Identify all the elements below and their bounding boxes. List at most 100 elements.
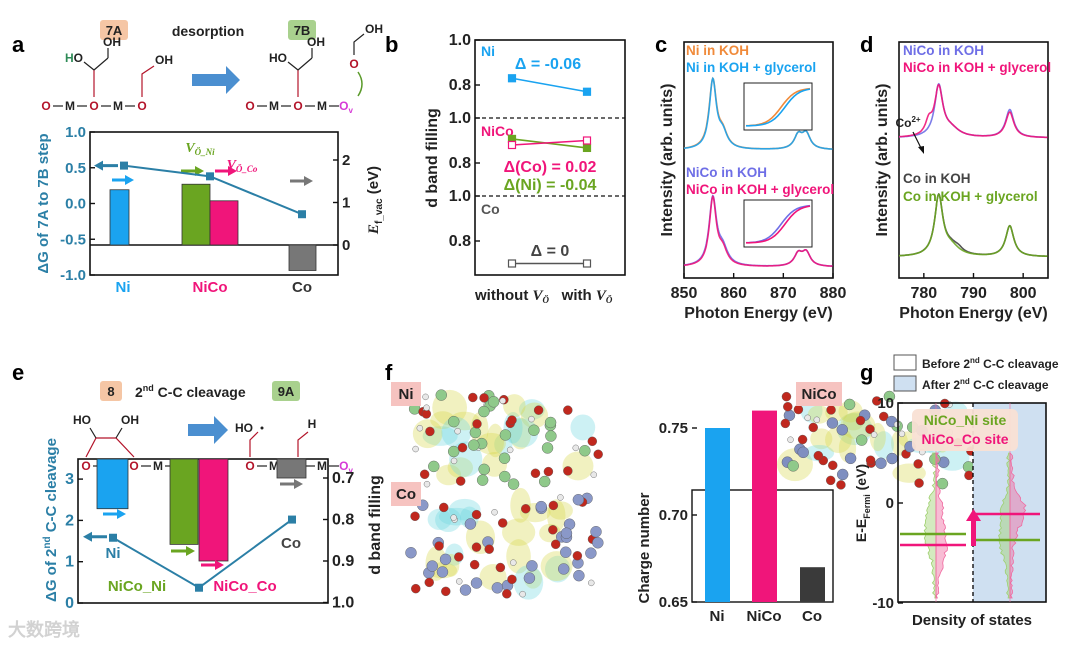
atom (484, 544, 494, 554)
atom-m: M (269, 459, 279, 473)
chart-c: 850 860 870 880 Photon Energy (eV) Intensity … (659, 41, 846, 322)
atom-m: M (65, 99, 75, 113)
y-tick-label: 3 (65, 471, 74, 488)
y-tick-label: 0.7 (332, 470, 354, 487)
atom (781, 391, 792, 402)
x-tick-label: with VÖ (561, 287, 613, 305)
bar-v-o-ni (181, 183, 211, 246)
state-badge-9a (272, 381, 300, 401)
atom (793, 404, 804, 415)
arrow-right-icon (112, 175, 134, 185)
atom (478, 463, 490, 476)
y-tick-label: 0.0 (65, 196, 86, 213)
atom (914, 478, 924, 488)
line-point (507, 259, 517, 268)
atom (872, 396, 882, 406)
bond (297, 431, 309, 457)
y-tick-label: 10 (877, 395, 894, 412)
atom (541, 442, 554, 454)
y-axis-label: d band filling (424, 108, 441, 208)
atom (590, 526, 602, 538)
y-tick-label: 2 (65, 512, 74, 529)
x-axis-label: Density of states (912, 612, 1032, 629)
line-series (511, 139, 588, 146)
panel-label-f: f (385, 360, 393, 385)
annotation-vo-co: VÖ_Co (227, 158, 258, 174)
arrow-right-icon (201, 560, 224, 570)
charge-density-isosurface (544, 555, 571, 583)
y-tick-label: 0.65 (659, 594, 688, 611)
y2-axis-label: d band filling (367, 475, 384, 575)
atom (479, 393, 489, 403)
chart-d: 780 790 800 Photon Energy (eV) Intensity (ar… (874, 41, 1051, 322)
line-point (582, 87, 592, 96)
y-tick-label: 0 (65, 595, 74, 612)
chart-e: 0 1 2 3 0.7 0.8 0.9 1.0 Ni NiCo_Ni NiCo_Co Co ΔG of … (42, 438, 384, 612)
atom (783, 401, 793, 412)
atom-m: M (113, 99, 123, 113)
bar-ni (96, 458, 129, 510)
atom (519, 590, 526, 598)
atom (491, 509, 498, 516)
y-axis-label: Intensity (arb. units) (874, 84, 891, 237)
y-axis-label: E-EFermi (eV) (853, 464, 872, 542)
atom (499, 397, 506, 404)
site-label-co: NiCo_Co site (921, 431, 1008, 447)
chart-b: 1.0 0.8 Ni 1.0 0.8 NiCo 1.0 0.8 Co Δ = -0.06 Δ(Co)… (424, 32, 626, 305)
atom (898, 430, 906, 438)
legend-entry: Ni in KOH (686, 43, 749, 58)
atom (585, 547, 597, 559)
y-tick-label: 1.0 (449, 110, 471, 127)
atom (468, 439, 480, 451)
atom-o: O (129, 459, 138, 473)
group-oh: OH (121, 413, 139, 427)
atom (797, 434, 808, 445)
annotation-co2plus: Co2+ (895, 115, 920, 130)
legend-entry: NiCo in KOH + glycerol (686, 182, 834, 197)
atom (836, 424, 848, 436)
structure-label-box (391, 482, 421, 506)
group-oh: OH (307, 35, 325, 49)
atom (548, 500, 559, 511)
atom (502, 589, 512, 599)
x-tick-label: 870 (770, 285, 797, 302)
atom (588, 579, 595, 587)
atom (879, 411, 889, 422)
atom (533, 405, 544, 415)
chart-f: Ni NiCo Co 0.75 0.70 0.65 Ni NiCo Co Charge numbe… (391, 382, 976, 625)
atom (558, 563, 570, 575)
dos-curve-co (935, 452, 948, 599)
atom (590, 471, 597, 478)
series-label: Ni (106, 545, 121, 562)
subpanel-label: Co (481, 201, 500, 217)
atom (825, 475, 836, 486)
atom (468, 392, 478, 403)
charge-density-isosurface (436, 464, 462, 486)
atom (448, 415, 460, 428)
legend-entry: NiCo in KOH + glycerol (903, 60, 1051, 75)
bar-ni (109, 189, 130, 246)
atom (410, 511, 420, 521)
atomic-structure-image (405, 487, 604, 600)
y-tick-label: 2 (342, 152, 350, 169)
x-tick-label: NiCo (193, 279, 228, 296)
atom (456, 578, 463, 585)
atom (457, 442, 468, 453)
atom (893, 421, 901, 428)
group-h: H (308, 417, 317, 431)
state-9a-label: 9A (278, 384, 295, 399)
scheme-a-title: desorption (172, 23, 244, 39)
state-badge-7b (288, 20, 316, 40)
legend-entry: NiCo in KOH (903, 43, 984, 58)
x-tick-label: 800 (1010, 285, 1037, 302)
panel-label-d: d (860, 32, 873, 57)
atom (883, 390, 896, 403)
y-tick-label: 1 (342, 195, 350, 212)
x-tick-label: 790 (960, 285, 987, 302)
chart-a: 1.0 0.5 0.0 -0.5 -1.0 2 1 0 Ni NiCo Co VÖ_Ni VÖ_Co ΔG… (35, 124, 385, 296)
x-tick-label: 850 (671, 285, 698, 302)
y-tick-label: 1 (65, 554, 74, 571)
atom (450, 457, 458, 465)
atom (528, 424, 540, 436)
